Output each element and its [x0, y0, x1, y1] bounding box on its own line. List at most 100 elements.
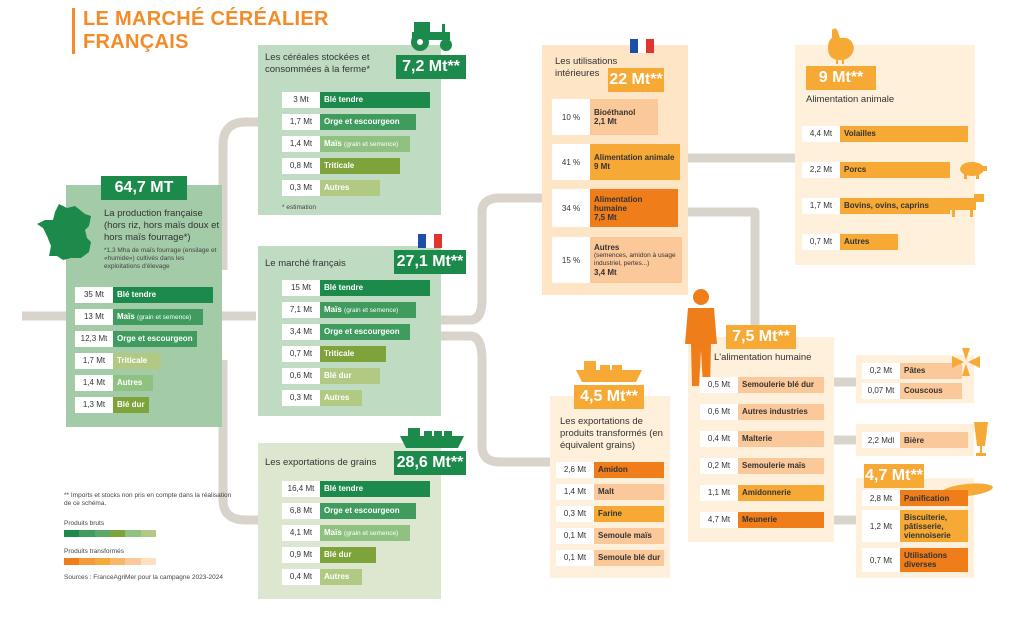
uses-label-text: Autres	[594, 243, 620, 252]
bar-value: 3 Mt	[282, 92, 320, 108]
bar-label: Orge et escourgeon	[113, 331, 197, 347]
bar-label: Meunerie	[738, 512, 824, 528]
uses-label: Bioéthanol 2,1 Mt	[590, 99, 658, 135]
production-badge: 64,7 MT	[101, 176, 187, 200]
human-food-badge: 7,5 Mt**	[726, 325, 796, 349]
uses-value: 34 %	[561, 203, 581, 213]
bar-value: 1,7 Mt	[75, 353, 113, 369]
grain-exports-heading: Les exportations de grains	[265, 457, 377, 468]
uses-value: 15 %	[561, 255, 581, 265]
bar-label-text: Blé tendre	[324, 95, 364, 104]
bar-label: Triticale	[320, 158, 400, 174]
bar-label: Autres	[320, 180, 380, 196]
bar-label-text: Maïs	[117, 312, 135, 321]
bar-label: Orge et escourgeon	[320, 324, 410, 340]
bar-label: Pâtes	[900, 363, 962, 379]
beer-value: 2,2 Mdl	[867, 435, 895, 445]
bar-row: 0,4 Mt Autres	[282, 569, 362, 585]
bar-label: Orge et escourgeon	[320, 114, 416, 130]
market-badge: 27,1 Mt**	[394, 250, 466, 274]
milling-label: Panification	[900, 490, 968, 506]
bar-value: 0,6 Mt	[282, 368, 320, 384]
bar-row: 0,6 Mt Autres industries	[700, 404, 824, 420]
bar-value: 0,1 Mt	[556, 528, 594, 544]
farm-note: * estimation	[282, 204, 316, 211]
bar-value: 1,4 Mt	[75, 375, 113, 391]
bar-label: Maïs (grain et semence)	[320, 302, 416, 318]
bar-value: 4,4 Mt	[802, 126, 840, 142]
uses-label: Autres (semences, amidon à usage industri…	[590, 237, 682, 283]
bar-value: 1,1 Mt	[700, 485, 738, 501]
bar-label: Semoulerie blé dur	[738, 377, 824, 393]
bar-row: 0,6 Mt Blé dur	[282, 368, 380, 384]
bar-row: 0,1 Mt Semoule blé dur	[556, 550, 664, 566]
animal-feed-badge: 9 Mt**	[806, 66, 876, 90]
bar-row: 16,4 Mt Blé tendre	[282, 481, 430, 497]
bar-value: 0,1 Mt	[556, 550, 594, 566]
bar-value: 0,07 Mt	[862, 383, 900, 399]
bar-row: 7,1 Mt Maïs (grain et semence)	[282, 302, 416, 318]
bar-label-sub: (grain et semence)	[344, 307, 399, 314]
bar-label-text: Semoulerie maïs	[742, 461, 806, 470]
bar-row: 4,7 Mt Meunerie	[700, 512, 824, 528]
bar-label-text: Triticale	[117, 356, 148, 365]
bar-label: Blé tendre	[320, 481, 430, 497]
bar-label-text: Blé tendre	[324, 283, 364, 292]
pipe-to-proc-exports	[440, 331, 552, 467]
farm-heading: Les céréales stockées et consommées à la…	[265, 52, 371, 75]
human-food-heading: L'alimentation humaine	[714, 352, 812, 363]
bar-row: 13 Mt Maïs (grain et semence)	[75, 309, 203, 325]
bar-label-text: Triticale	[324, 349, 355, 358]
uses-value: 41 %	[561, 157, 581, 167]
bar-label-text: Autres industries	[742, 407, 808, 416]
bar-value: 1,7 Mt	[802, 198, 840, 214]
bar-label: Blé tendre	[320, 92, 430, 108]
bar-row: 1,4 Mt Maïs (grain et semence)	[282, 136, 410, 152]
ship-icon	[400, 428, 464, 448]
bar-label-text: Couscous	[904, 386, 943, 395]
bar-label-text: Autres	[324, 393, 350, 402]
bar-row: 0,4 Mt Malterie	[700, 431, 824, 447]
bar-label-text: Malt	[598, 487, 614, 496]
beer-label: Bière	[900, 432, 968, 448]
bar-value: 0,7 Mt	[802, 234, 840, 250]
bar-value: 1,7 Mt	[282, 114, 320, 130]
beer-row: 2,2 Mdl Bière	[862, 432, 968, 448]
bar-row: 4,1 Mt Maïs (grain et semence)	[282, 525, 410, 541]
bar-value: 0,4 Mt	[282, 569, 320, 585]
bar-value: 3,4 Mt	[282, 324, 320, 340]
bar-label: Blé dur	[113, 397, 149, 413]
bar-row: 0,1 Mt Semoule maïs	[556, 528, 664, 544]
bar-label: Volailles	[840, 126, 968, 142]
bar-label: Triticale	[320, 346, 386, 362]
bar-value: 0,2 Mt	[862, 363, 900, 379]
milling-badge: 4,7 Mt**	[864, 464, 924, 488]
bar-row: 0,8 Mt Triticale	[282, 158, 400, 174]
bar-row: 4,4 Mt Volailles	[802, 126, 968, 142]
bar-label-text: Malterie	[742, 434, 773, 443]
bar-label-sub: (grain et semence)	[344, 141, 399, 148]
bar-label-text: Farine	[598, 509, 623, 518]
bar-row: 3,4 Mt Orge et escourgeon	[282, 324, 410, 340]
bar-value: 2,2 Mt	[802, 162, 840, 178]
uses-row: 34 % Alimentation humaine 7,5 Mt	[552, 189, 678, 227]
bar-row: 1,7 Mt Triticale	[75, 353, 161, 369]
bar-value: 0,3 Mt	[282, 390, 320, 406]
tractor-icon	[411, 22, 452, 51]
bar-label-text: Autres	[844, 237, 870, 246]
bar-label-text: Blé dur	[324, 550, 352, 559]
bar-label-sub: (grain et semence)	[137, 314, 192, 321]
uses-label-sub: (semences, amidon à usage industriel, pe…	[594, 252, 676, 267]
bar-label-text: Blé tendre	[117, 290, 157, 299]
bar-label-text: Maïs	[324, 528, 342, 537]
bar-label-text: Orge et escourgeon	[324, 506, 400, 515]
bar-label-text: Blé dur	[117, 400, 145, 409]
bar-label-text: Autres	[324, 572, 350, 581]
france-flag-icon-2	[630, 39, 654, 53]
bar-row: 15 Mt Blé tendre	[282, 280, 430, 296]
bar-label: Porcs	[840, 162, 950, 178]
bar-label-text: Triticale	[324, 161, 355, 170]
bar-row: 1,4 Mt Malt	[556, 484, 664, 500]
milling-value: 1,2 Mt	[869, 521, 893, 531]
uses-row: 15 % Autres (semences, amidon à usage indu…	[552, 237, 682, 283]
